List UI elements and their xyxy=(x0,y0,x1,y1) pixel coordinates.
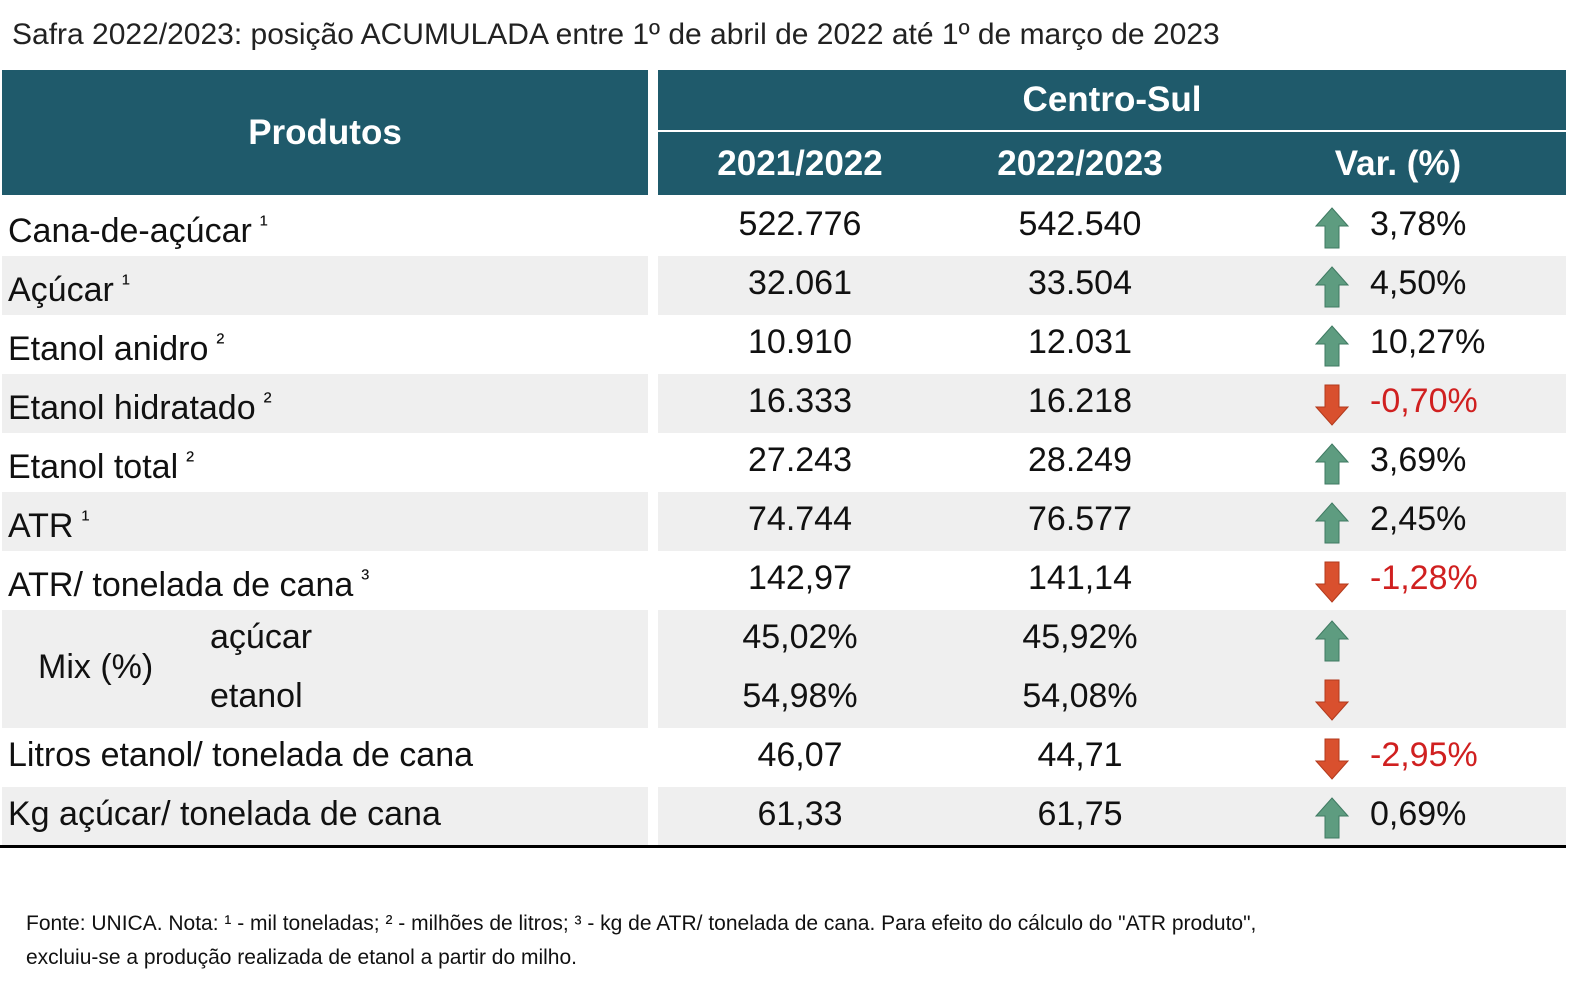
header-sub xyxy=(658,132,1566,195)
value: 44,71 xyxy=(1037,736,1123,774)
arrow-icon xyxy=(1314,679,1350,721)
trend-arrow xyxy=(1314,383,1350,427)
variation: -2,95% xyxy=(1370,736,1478,774)
sub-label: açúcar xyxy=(210,618,313,656)
footnote: excluiu-se a produção realizada de etano… xyxy=(26,946,577,969)
row-bg xyxy=(658,610,1566,728)
row-label: Cana-de-açúcar ¹ xyxy=(8,211,268,250)
variation: 4,50% xyxy=(1370,264,1467,302)
row-bg xyxy=(2,492,648,551)
value: 33.504 xyxy=(1028,264,1132,302)
header-col: Var. (%) xyxy=(1334,144,1462,183)
variation: -0,70% xyxy=(1370,382,1478,420)
arrow-icon xyxy=(1314,443,1350,485)
trend-arrow xyxy=(1314,560,1350,604)
trend-arrow xyxy=(1314,324,1350,368)
trend-arrow xyxy=(1314,442,1350,486)
row-label: ATR/ tonelada de cana ³ xyxy=(8,565,370,604)
header-region: Centro-Sul xyxy=(658,70,1566,130)
trend-arrow xyxy=(1314,737,1350,781)
arrow-icon xyxy=(1314,384,1350,426)
sub-label: etanol xyxy=(210,677,303,715)
value: 16.333 xyxy=(748,382,852,420)
value: 141,14 xyxy=(1028,559,1132,597)
value: 76.577 xyxy=(1028,500,1132,538)
value: 12.031 xyxy=(1028,323,1132,361)
row-bg xyxy=(2,256,648,315)
value: 46,07 xyxy=(757,736,843,774)
row-bg xyxy=(2,787,648,846)
value: 32.061 xyxy=(748,264,852,302)
value: 54,98% xyxy=(742,677,858,715)
value: 27.243 xyxy=(748,441,852,479)
arrow-icon xyxy=(1314,620,1350,662)
value: 16.218 xyxy=(1028,382,1132,420)
value: 45,92% xyxy=(1022,618,1138,656)
variation: -1,28% xyxy=(1370,559,1478,597)
value: 28.249 xyxy=(1028,441,1132,479)
variation: 0,69% xyxy=(1370,795,1467,833)
value: 74.744 xyxy=(748,500,852,538)
note-mark: ¹ xyxy=(81,506,90,533)
note-mark: ² xyxy=(263,388,272,415)
trend-arrow xyxy=(1314,796,1350,840)
arrow-icon xyxy=(1314,266,1350,308)
variation: 3,78% xyxy=(1370,205,1467,243)
trend-arrow xyxy=(1314,206,1350,250)
row-label: Kg açúcar/ tonelada de cana xyxy=(8,795,441,833)
value: 61,75 xyxy=(1037,795,1123,833)
title: Safra 2022/2023: posição ACUMULADA entre… xyxy=(12,18,1220,51)
header-col: 2021/2022 xyxy=(717,144,883,183)
value: 54,08% xyxy=(1022,677,1138,715)
trend-arrow xyxy=(1314,265,1350,309)
trend-arrow xyxy=(1314,619,1350,663)
row-label: Litros etanol/ tonelada de cana xyxy=(8,736,474,774)
arrow-icon xyxy=(1314,325,1350,367)
row-label: Etanol hidratado ² xyxy=(8,388,272,427)
variation: 3,69% xyxy=(1370,441,1467,479)
header-products: Produtos xyxy=(2,70,648,195)
arrow-icon xyxy=(1314,561,1350,603)
note-mark: ¹ xyxy=(259,211,268,238)
arrow-icon xyxy=(1314,502,1350,544)
mix-label: Mix (%) xyxy=(38,647,154,686)
row-label: ATR ¹ xyxy=(8,506,90,545)
row-bg xyxy=(2,610,648,728)
arrow-icon xyxy=(1314,207,1350,249)
value: 45,02% xyxy=(742,618,858,656)
trend-arrow xyxy=(1314,501,1350,545)
value: 522.776 xyxy=(738,205,862,243)
note-mark: ² xyxy=(216,329,225,356)
row-bg xyxy=(658,374,1566,433)
trend-arrow xyxy=(1314,678,1350,722)
value: 61,33 xyxy=(757,795,843,833)
value: 142,97 xyxy=(748,559,852,597)
footnote: Fonte: UNICA. Nota: ¹ - mil toneladas; ²… xyxy=(26,912,1257,935)
arrow-icon xyxy=(1314,738,1350,780)
row-label: Etanol total ² xyxy=(8,447,195,486)
row-bg xyxy=(658,256,1566,315)
value: 10.910 xyxy=(748,323,852,361)
value: 542.540 xyxy=(1018,205,1142,243)
variation: 10,27% xyxy=(1370,323,1486,361)
note-mark: ¹ xyxy=(121,270,130,297)
variation: 2,45% xyxy=(1370,500,1467,538)
note-mark: ² xyxy=(186,447,195,474)
row-bg xyxy=(658,787,1566,846)
header-col: 2022/2023 xyxy=(997,144,1163,183)
arrow-icon xyxy=(1314,797,1350,839)
row-label: Açúcar ¹ xyxy=(8,270,130,309)
row-bg xyxy=(2,374,648,433)
row-bg xyxy=(658,492,1566,551)
note-mark: ³ xyxy=(361,565,370,592)
row-label: Etanol anidro ² xyxy=(8,329,225,368)
bottom-rule xyxy=(0,845,1566,848)
